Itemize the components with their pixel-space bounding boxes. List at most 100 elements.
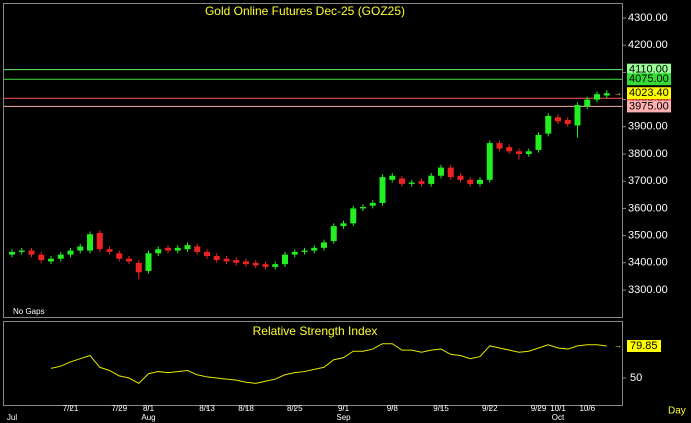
month-label: Jul <box>7 413 17 422</box>
candle-body <box>350 208 357 224</box>
candle-body <box>438 167 444 176</box>
candle-body <box>428 175 435 184</box>
last-label-box <box>627 87 671 100</box>
candle-body <box>545 115 552 134</box>
level-label-box <box>627 63 671 76</box>
x-tick-label: 9/1 <box>338 404 350 413</box>
candle-body <box>87 234 93 251</box>
candle-body <box>165 247 171 251</box>
candle-body <box>457 175 464 180</box>
y-tick-label: 3700.00 <box>628 175 668 187</box>
x-tick-label: 8/1 <box>143 404 155 413</box>
x-tick-label: 9/15 <box>433 404 449 413</box>
candle-body <box>389 175 396 180</box>
candle-body <box>272 264 279 267</box>
month-label: Aug <box>141 413 155 422</box>
x-tick-label: 9/22 <box>482 404 498 413</box>
candle-body <box>555 117 561 122</box>
x-tick-label: 7/29 <box>111 404 127 413</box>
candle-body <box>116 253 123 259</box>
candle-body <box>243 261 249 265</box>
candle-body <box>194 246 201 252</box>
rsi-y-tick-label: 50 <box>630 372 642 384</box>
rsi-arrow: → <box>614 341 622 350</box>
level-label-box <box>627 73 671 86</box>
rsi-line <box>50 343 607 384</box>
x-tick-label: 9/8 <box>387 404 399 413</box>
candle-body <box>18 250 25 252</box>
candle-body <box>135 262 142 273</box>
candle-body <box>233 260 240 263</box>
candle-body <box>535 134 542 150</box>
candle-body <box>262 264 269 267</box>
rsi-last-label: 79.85 <box>630 340 658 352</box>
rsi-last-box <box>627 340 661 353</box>
candle-body <box>477 179 483 184</box>
x-tick-label: 9/29 <box>531 404 547 413</box>
candle-body <box>282 254 288 265</box>
candle-body <box>467 179 474 184</box>
candle-body <box>48 258 54 262</box>
y-tick-label: 3900.00 <box>628 121 668 133</box>
candle-body <box>252 262 259 266</box>
candle-body <box>223 258 230 262</box>
candle-body <box>496 143 503 149</box>
rsi-panel <box>3 321 623 406</box>
period-label: Day <box>668 406 686 417</box>
candle-body <box>340 223 347 227</box>
level-label-box <box>627 100 671 113</box>
x-tick-label: 7/21 <box>63 404 79 413</box>
candle-body <box>408 182 415 184</box>
candle-body <box>574 105 581 126</box>
last-label: 4023.40 <box>629 87 669 99</box>
candle-body <box>321 242 327 248</box>
month-label: Oct <box>552 413 565 422</box>
candle-body <box>38 254 45 261</box>
candle-body <box>311 247 318 251</box>
candle-body <box>603 93 610 96</box>
candle-body <box>486 143 493 180</box>
candle-body <box>360 207 366 209</box>
rsi-title: Relative Strength Index <box>253 324 378 338</box>
annotation: No Gaps <box>13 307 45 316</box>
candle-body <box>301 250 308 252</box>
last-arrow: → <box>614 88 622 97</box>
candle-body <box>126 258 132 262</box>
x-tick-label: 8/13 <box>199 404 215 413</box>
candle-body <box>57 254 64 259</box>
candle-body <box>174 247 181 251</box>
candle-body <box>594 94 600 100</box>
y-tick-label: 3800.00 <box>628 148 668 160</box>
candle-body <box>516 151 522 154</box>
candle-body <box>106 249 113 252</box>
candle-body <box>9 251 15 255</box>
candle-body <box>28 250 35 255</box>
month-label: Sep <box>336 413 351 422</box>
x-tick-label: 10/1 <box>550 404 566 413</box>
candle-body <box>145 253 152 271</box>
candle-body <box>379 177 386 203</box>
candle-body <box>564 120 571 125</box>
y-tick-label: 4200.00 <box>628 39 668 51</box>
candle-body <box>291 251 298 255</box>
level-label: 3975.00 <box>629 100 669 112</box>
candle-body <box>213 256 220 261</box>
candle-body <box>96 232 103 250</box>
candle-body <box>369 202 376 206</box>
x-tick-label: 10/6 <box>579 404 595 413</box>
candle-body <box>330 226 337 242</box>
y-tick-label: 3500.00 <box>628 230 668 242</box>
candle-body <box>77 246 84 251</box>
candle-body <box>184 245 191 250</box>
level-label: 4075.00 <box>629 73 669 85</box>
y-tick-label: 3400.00 <box>628 257 668 269</box>
level-label: 4110.00 <box>629 64 668 76</box>
candle-body <box>204 251 210 256</box>
candle-body <box>399 178 405 184</box>
candle-body <box>447 167 454 178</box>
price-panel <box>3 3 623 318</box>
x-tick-label: 8/25 <box>287 404 303 413</box>
candle-body <box>418 181 425 184</box>
chart-title: Gold Online Futures Dec-25 (GOZ25) <box>205 4 405 18</box>
